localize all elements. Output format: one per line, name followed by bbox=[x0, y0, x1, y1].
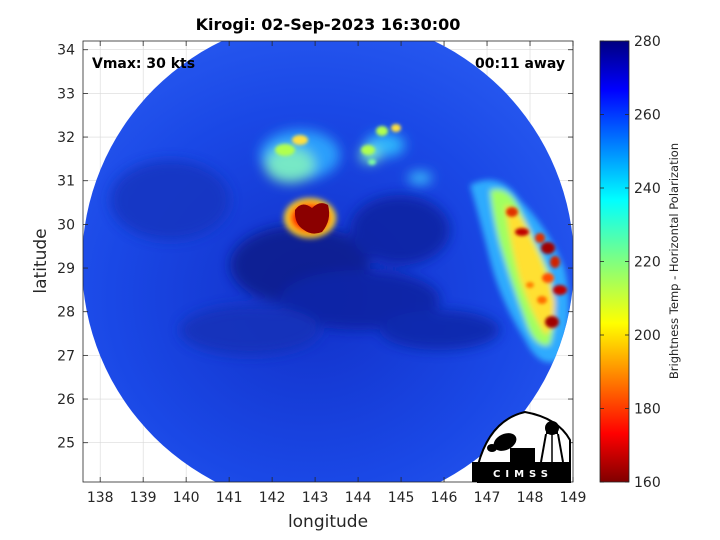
x-tick-label: 147 bbox=[474, 490, 501, 506]
x-tick-label: 141 bbox=[216, 490, 243, 506]
y-ticks: 34 33 32 31 30 29 28 27 26 25 bbox=[57, 43, 573, 452]
y-tick-label: 26 bbox=[57, 392, 75, 408]
cimss-logo: CIMSS bbox=[472, 410, 571, 483]
vmax-annotation: Vmax: 30 kts bbox=[92, 56, 195, 72]
axes-frame bbox=[82, 40, 574, 483]
y-tick-label: 27 bbox=[57, 348, 75, 364]
y-tick-label: 32 bbox=[57, 130, 75, 146]
x-tick-label: 146 bbox=[431, 490, 458, 506]
x-tick-label: 148 bbox=[517, 490, 544, 506]
time-away-annotation: 00:11 away bbox=[475, 56, 565, 72]
chart-title: Kirogi: 02-Sep-2023 16:30:00 bbox=[196, 15, 461, 34]
y-tick-label: 30 bbox=[57, 217, 75, 233]
y-tick-label: 25 bbox=[57, 436, 75, 452]
colorbar-ticks: 280 260 240 220 200 180 160 bbox=[600, 34, 661, 491]
colorbar-label: Brightness Temp - Horizontal Polarizatio… bbox=[667, 143, 681, 379]
y-axis-label: latitude bbox=[31, 228, 51, 293]
colorbar-tick-label: 180 bbox=[634, 402, 661, 418]
colorbar-tick-label: 280 bbox=[634, 34, 661, 50]
x-tick-label: 140 bbox=[173, 490, 200, 506]
satellite-swath bbox=[83, 41, 573, 482]
colorbar-tick-label: 200 bbox=[634, 328, 661, 344]
y-tick-label: 34 bbox=[57, 43, 75, 59]
colorbar-tick-label: 240 bbox=[634, 181, 661, 197]
y-tick-label: 31 bbox=[57, 174, 75, 190]
y-tick-label: 33 bbox=[57, 86, 75, 102]
x-tick-label: 149 bbox=[560, 490, 587, 506]
x-tick-label: 144 bbox=[345, 490, 372, 506]
storm-core bbox=[284, 198, 336, 238]
colorbar-tick-label: 220 bbox=[634, 255, 661, 271]
colorbar-tick-label: 160 bbox=[634, 475, 661, 491]
colorbar-tick-label: 260 bbox=[634, 108, 661, 124]
logo-text: CIMSS bbox=[493, 469, 553, 480]
x-tick-label: 143 bbox=[302, 490, 329, 506]
x-tick-label: 139 bbox=[130, 490, 157, 506]
x-axis-label: longitude bbox=[288, 512, 368, 532]
colorbar bbox=[599, 40, 630, 483]
x-tick-label: 138 bbox=[87, 490, 114, 506]
x-ticks: 138 139 140 141 142 143 144 145 146 147 148 149 bbox=[87, 41, 587, 506]
x-tick-label: 145 bbox=[388, 490, 415, 506]
y-tick-label: 28 bbox=[57, 305, 75, 321]
y-tick-label: 29 bbox=[57, 261, 75, 277]
x-tick-label: 142 bbox=[259, 490, 286, 506]
